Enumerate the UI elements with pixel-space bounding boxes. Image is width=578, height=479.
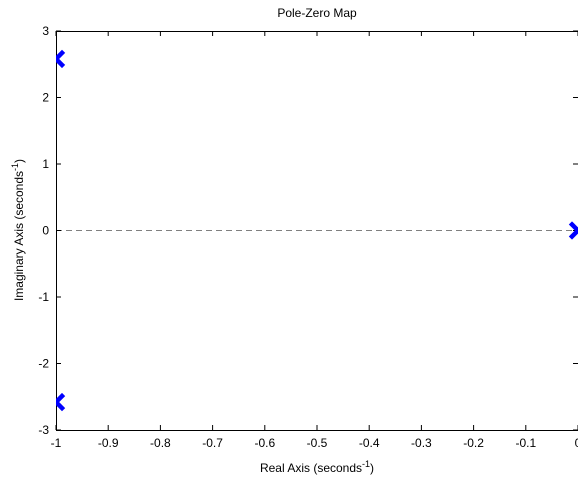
x-tick-label: -1 — [51, 436, 62, 450]
y-tick-label: -1 — [38, 290, 49, 304]
y-axis-label-text: Imaginary Axis (seconds — [12, 171, 26, 301]
x-axis-label-sup: -1 — [362, 459, 370, 469]
x-tick-label: -0.7 — [202, 436, 223, 450]
pole-marker — [56, 392, 66, 412]
y-axis-label: Imaginary Axis (seconds-1) — [10, 159, 26, 301]
y-axis-label-sup: -1 — [10, 163, 20, 171]
x-tick-label: -0.3 — [411, 436, 432, 450]
x-tick-label: -0.8 — [150, 436, 171, 450]
y-tick-label: 2 — [42, 91, 49, 105]
y-axis-label-close: ) — [12, 159, 26, 163]
x-tick-label: -0.1 — [515, 436, 536, 450]
y-tick-labels: -3 -2 -1 0 1 2 3 — [38, 24, 49, 437]
chart-title: Pole-Zero Map — [277, 6, 357, 20]
x-axis-label-text: Real Axis (seconds — [260, 461, 362, 475]
x-tick-label: -0.2 — [463, 436, 484, 450]
x-axis-label: Real Axis (seconds-1) — [260, 459, 374, 475]
y-tick-label: -2 — [38, 357, 49, 371]
x-tick-label: 0 — [575, 436, 578, 450]
x-tick-labels: -1 -0.9 -0.8 -0.7 -0.6 -0.5 -0.4 -0.3 -0.2 -0.1 0 — [51, 436, 578, 450]
pole-marker — [568, 221, 578, 240]
x-axis-label-close: ) — [370, 461, 374, 475]
y-tick-label: 3 — [42, 24, 49, 38]
pole-marker — [56, 49, 66, 69]
y-tick-label: 1 — [42, 157, 49, 171]
y-tick-label: 0 — [42, 224, 49, 238]
x-tick-label: -0.6 — [254, 436, 275, 450]
x-tick-label: -0.4 — [359, 436, 380, 450]
tick-marks — [55, 30, 578, 431]
x-tick-label: -0.9 — [98, 436, 119, 450]
pole-markers — [56, 49, 578, 412]
y-tick-label: -3 — [38, 423, 49, 437]
x-tick-label: -0.5 — [307, 436, 328, 450]
